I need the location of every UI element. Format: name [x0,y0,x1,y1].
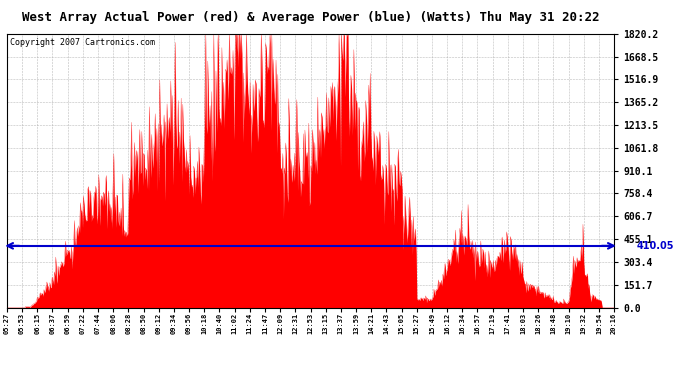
Text: Copyright 2007 Cartronics.com: Copyright 2007 Cartronics.com [10,38,155,47]
Text: 410.05: 410.05 [637,241,674,251]
Text: West Array Actual Power (red) & Average Power (blue) (Watts) Thu May 31 20:22: West Array Actual Power (red) & Average … [22,11,599,24]
